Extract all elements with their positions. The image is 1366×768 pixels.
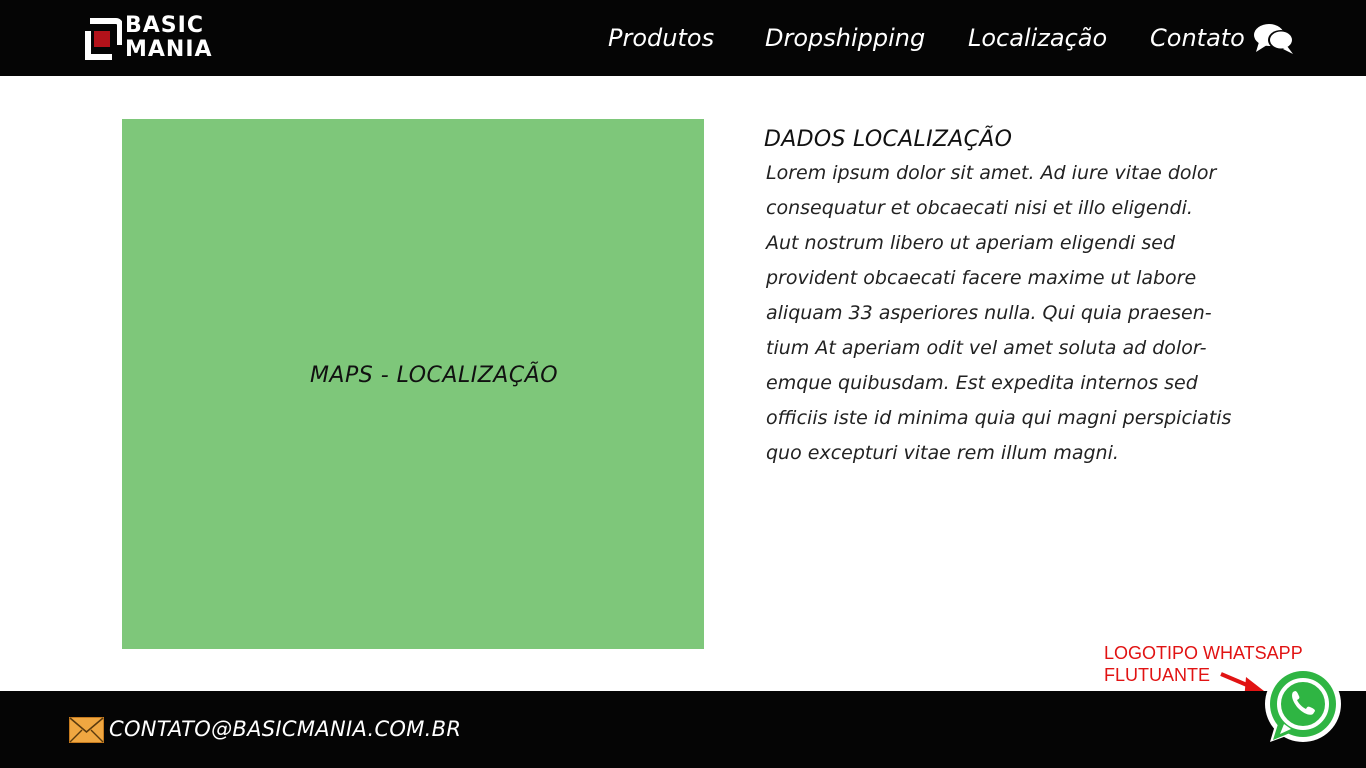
envelope-icon <box>69 717 104 743</box>
description-line: officiis iste id minima quia qui magni p… <box>766 407 1232 429</box>
description-line: quo excepturi vitae rem illum magni. <box>766 442 1119 464</box>
brand-logo[interactable]: BASIC MANIA <box>80 14 240 64</box>
description-line: emque quibusdam. Est expedita internos s… <box>766 372 1198 394</box>
description-line: aliquam 33 asperiores nulla. Qui quia pr… <box>766 302 1212 324</box>
nav-produtos[interactable]: Produtos <box>608 24 715 52</box>
description-line: consequatur et obcaecati nisi et illo el… <box>766 197 1193 219</box>
description-line: Aut nostrum libero ut aperiam eligendi s… <box>766 232 1176 254</box>
contact-email-link[interactable]: CONTATO@BASICMANIA.COM.BR <box>109 717 462 741</box>
logo-mark-icon <box>85 18 122 60</box>
annotation-line-1: LOGOTIPO WHATSAPP <box>1104 643 1303 663</box>
location-description: Lorem ipsum dolor sit amet. Ad iure vita… <box>764 156 1274 471</box>
annotation-line-2: FLUTUANTE <box>1104 665 1211 685</box>
logo-line-1: BASIC <box>125 13 204 38</box>
whatsapp-icon[interactable] <box>1262 664 1342 746</box>
whatsapp-annotation: LOGOTIPO WHATSAPP FLUTUANTE <box>1104 642 1303 686</box>
site-header: BASIC MANIA Produtos Dropshipping Locali… <box>0 0 1366 76</box>
logo-wordmark: BASIC MANIA <box>125 14 213 62</box>
description-line: tium At aperiam odit vel amet soluta ad … <box>766 337 1207 359</box>
map-placeholder-label: MAPS - LOCALIZAÇÃO <box>309 363 559 388</box>
map-placeholder[interactable]: MAPS - LOCALIZAÇÃO <box>122 119 704 649</box>
nav-localizacao[interactable]: Localização <box>968 24 1108 52</box>
chat-bubbles-icon[interactable] <box>1253 22 1295 56</box>
logo-line-2: MANIA <box>125 37 213 62</box>
site-footer: CONTATO@BASICMANIA.COM.BR <box>0 691 1366 768</box>
nav-dropshipping[interactable]: Dropshipping <box>765 24 926 52</box>
description-line: Lorem ipsum dolor sit amet. Ad iure vita… <box>766 162 1217 184</box>
location-info: DADOS LOCALIZAÇÃO Lorem ipsum dolor sit … <box>764 124 1274 471</box>
location-title: DADOS LOCALIZAÇÃO <box>764 127 1013 152</box>
nav-contato[interactable]: Contato <box>1150 24 1245 52</box>
description-line: provident obcaecati facere maxime ut lab… <box>766 267 1197 289</box>
